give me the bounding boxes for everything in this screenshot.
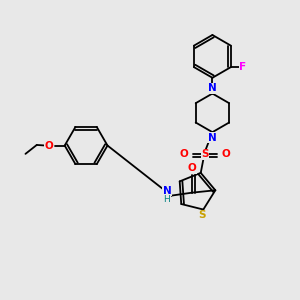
Text: S: S xyxy=(201,149,209,160)
Text: N: N xyxy=(208,83,217,94)
Text: O: O xyxy=(221,149,230,160)
Text: N: N xyxy=(208,133,217,142)
Text: O: O xyxy=(45,140,54,151)
Text: H: H xyxy=(164,195,170,204)
Text: N: N xyxy=(163,186,171,196)
Text: O: O xyxy=(180,149,189,160)
Text: S: S xyxy=(198,211,206,220)
Text: O: O xyxy=(188,163,197,173)
Text: F: F xyxy=(239,62,246,72)
